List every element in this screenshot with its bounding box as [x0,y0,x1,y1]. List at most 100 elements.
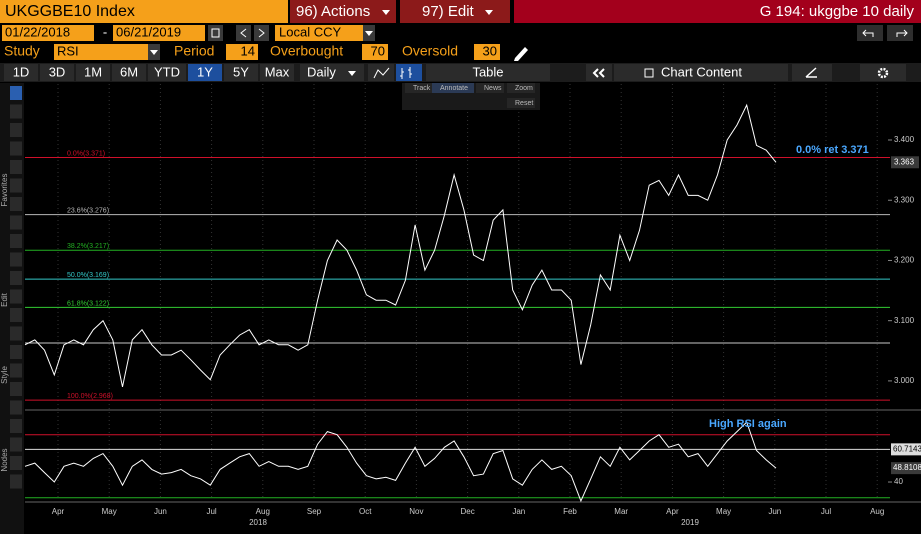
last-price-tag [891,156,919,169]
chart-tool-button[interactable] [432,83,474,93]
calendar-icon [211,28,220,38]
range-label[interactable]: 1Y [197,64,213,79]
table-label[interactable]: Table [472,64,503,79]
actions-label[interactable]: 96) Actions [296,3,370,20]
side-tool[interactable] [10,400,22,415]
side-tool[interactable] [10,252,22,267]
frequency-label[interactable]: Daily [307,64,336,79]
field-value[interactable]: 14 [241,43,255,58]
next-button[interactable] [254,25,269,41]
side-tool[interactable] [10,345,22,359]
side-tool[interactable] [10,160,22,174]
line-chart-icon [373,67,390,79]
range-button[interactable] [148,64,186,81]
range-label[interactable]: Max [265,64,290,79]
edit-label[interactable]: 97) Edit [422,3,475,20]
side-tool[interactable] [10,289,22,304]
chart-content-button[interactable] [614,64,788,81]
currency[interactable]: Local CCY [279,24,341,39]
frequency-button[interactable] [300,64,364,81]
range-button[interactable] [224,64,258,81]
actions-button[interactable] [290,0,396,23]
rsi-tick-label: 40 [894,477,903,486]
range-button[interactable] [76,64,110,81]
retracement-label: 38.2%(3.217) [67,243,109,250]
edit-button[interactable] [400,0,510,23]
range-button[interactable] [188,64,222,81]
chart-tool-label[interactable]: Track [413,85,431,92]
side-tool[interactable] [10,382,22,396]
price-tick-label: 3.000 [894,376,915,385]
side-tool[interactable] [10,197,22,211]
field-box[interactable] [226,44,258,60]
field-value[interactable]: 70 [371,43,385,58]
pencil-icon[interactable] [514,47,528,61]
undo-icon [862,29,874,37]
chart-tool-label[interactable]: Zoom [515,85,533,92]
range-label[interactable]: YTD [154,64,180,79]
field-label: Overbought [270,43,343,59]
side-tool[interactable] [10,178,22,193]
side-tool[interactable] [10,215,22,230]
chart-content-icon [644,68,654,78]
year-label: 2018 [249,518,267,527]
security-box[interactable] [0,0,288,23]
security-name[interactable]: UKGGBE10 Index [5,3,135,20]
side-label: Edit [0,292,9,307]
range-label[interactable]: 5Y [233,64,249,79]
range-button[interactable] [260,64,294,81]
price-tick-label: 3.400 [894,135,915,144]
chart-tool-label[interactable]: News [484,85,502,92]
bar-chart-button[interactable] [396,64,422,81]
side-tool[interactable] [10,456,22,470]
chart-tool-button[interactable] [507,83,535,93]
chart-tool-button[interactable] [405,83,433,93]
side-tool[interactable] [10,437,22,452]
range-label[interactable]: 3D [49,64,66,79]
chart-content-label[interactable]: Chart Content [661,64,742,79]
study-field[interactable] [54,44,160,60]
side-tool[interactable] [10,234,22,248]
date-separator: - [103,24,107,39]
end-date[interactable]: 06/21/2019 [116,24,181,39]
side-label: Nodes [0,448,9,471]
range-label[interactable]: 6M [120,64,138,79]
currency-field[interactable] [275,25,375,41]
range-label[interactable]: 1D [13,64,30,79]
chart-tool-label[interactable]: Reset [515,100,533,107]
range-button[interactable] [4,64,38,81]
table-button[interactable] [426,64,550,81]
chart-tool-label[interactable]: Annotate [440,85,468,92]
start-date[interactable]: 01/22/2018 [5,24,70,39]
side-tool[interactable] [10,271,22,285]
month-label: Apr [52,507,65,516]
month-label: Jun [768,507,781,516]
range-label[interactable]: 1M [84,64,102,79]
range-button[interactable] [112,64,146,81]
field-value[interactable]: 30 [483,43,497,58]
side-tool[interactable] [10,326,22,341]
calendar-button[interactable] [208,25,223,41]
study-label: Study [4,43,40,59]
side-tool[interactable] [10,141,22,156]
side-tool[interactable] [10,123,22,137]
collapse-button[interactable] [586,64,612,81]
side-tool[interactable] [10,363,22,378]
side-tool[interactable] [10,419,22,433]
chart-tool-button[interactable] [476,83,504,93]
settings-button[interactable] [860,64,906,81]
field-box[interactable] [474,44,500,60]
end-date-field[interactable] [113,25,205,41]
chart-tool-button[interactable] [507,98,535,108]
side-tool[interactable] [10,308,22,322]
study-name[interactable]: RSI [57,43,79,58]
prev-button[interactable] [236,25,251,41]
side-tool[interactable] [10,86,22,100]
dropdown-arrow [150,50,158,55]
range-button[interactable] [40,64,74,81]
start-date-field[interactable] [2,25,94,41]
field-box[interactable] [362,44,388,60]
side-tool[interactable] [10,474,22,489]
side-tool[interactable] [10,104,22,119]
